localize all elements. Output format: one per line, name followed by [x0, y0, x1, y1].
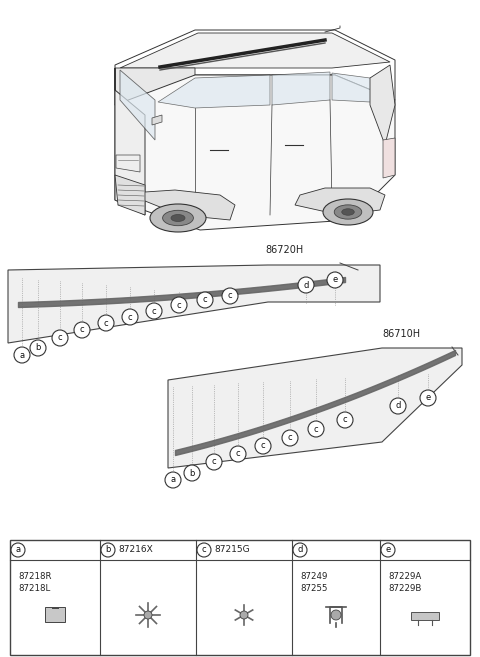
Polygon shape: [8, 265, 380, 343]
Polygon shape: [115, 68, 145, 215]
Text: c: c: [288, 434, 292, 443]
Text: c: c: [261, 442, 265, 451]
Text: b: b: [36, 344, 41, 353]
Circle shape: [144, 611, 152, 619]
Polygon shape: [152, 115, 162, 125]
Ellipse shape: [171, 214, 185, 221]
Text: c: c: [343, 415, 348, 424]
Polygon shape: [272, 72, 330, 105]
Circle shape: [255, 438, 271, 454]
Circle shape: [101, 543, 115, 557]
Text: c: c: [152, 307, 156, 315]
Text: c: c: [228, 292, 232, 300]
Polygon shape: [120, 70, 155, 140]
Circle shape: [222, 288, 238, 304]
Text: a: a: [19, 350, 24, 359]
Circle shape: [381, 543, 395, 557]
Text: c: c: [212, 457, 216, 466]
Text: e: e: [425, 394, 431, 403]
Polygon shape: [115, 75, 395, 230]
Text: 86720H: 86720H: [265, 245, 303, 255]
Circle shape: [122, 309, 138, 325]
Circle shape: [298, 277, 314, 293]
Circle shape: [11, 543, 25, 557]
Circle shape: [420, 390, 436, 406]
Circle shape: [165, 472, 181, 488]
Circle shape: [52, 330, 68, 346]
Polygon shape: [130, 190, 235, 220]
Polygon shape: [383, 138, 395, 178]
Circle shape: [282, 430, 298, 446]
FancyBboxPatch shape: [411, 612, 439, 620]
Circle shape: [327, 272, 343, 288]
Polygon shape: [332, 73, 385, 102]
Text: e: e: [332, 275, 337, 284]
Circle shape: [14, 347, 30, 363]
Circle shape: [206, 454, 222, 470]
Circle shape: [240, 611, 248, 619]
Circle shape: [308, 421, 324, 437]
Polygon shape: [115, 175, 145, 215]
Circle shape: [293, 543, 307, 557]
Text: a: a: [170, 476, 176, 484]
Text: e: e: [385, 545, 391, 555]
Text: c: c: [104, 319, 108, 327]
Text: c: c: [202, 545, 206, 555]
Circle shape: [197, 543, 211, 557]
Text: d: d: [303, 281, 309, 290]
Text: c: c: [314, 424, 318, 434]
Polygon shape: [295, 188, 385, 215]
Circle shape: [74, 322, 90, 338]
Text: 87216X: 87216X: [118, 545, 153, 555]
Circle shape: [197, 292, 213, 308]
Circle shape: [184, 465, 200, 481]
Polygon shape: [168, 348, 462, 468]
Ellipse shape: [150, 204, 206, 232]
Text: 87215G: 87215G: [214, 545, 250, 555]
Circle shape: [337, 412, 353, 428]
Text: c: c: [177, 300, 181, 309]
Text: c: c: [203, 296, 207, 304]
Text: a: a: [15, 545, 21, 555]
FancyBboxPatch shape: [10, 540, 470, 655]
Ellipse shape: [334, 205, 362, 219]
Text: c: c: [58, 334, 62, 342]
Polygon shape: [158, 75, 270, 108]
Ellipse shape: [163, 210, 193, 226]
Circle shape: [171, 297, 187, 313]
Text: 87218R
87218L: 87218R 87218L: [18, 572, 51, 593]
Text: c: c: [128, 313, 132, 321]
Text: b: b: [105, 545, 111, 555]
Circle shape: [390, 398, 406, 414]
Polygon shape: [370, 65, 395, 145]
Text: 87249
87255: 87249 87255: [300, 572, 327, 593]
Text: c: c: [80, 325, 84, 334]
Text: d: d: [297, 545, 303, 555]
Circle shape: [230, 446, 246, 462]
Text: b: b: [189, 468, 195, 478]
Text: 87229A
87229B: 87229A 87229B: [388, 572, 421, 593]
Polygon shape: [116, 155, 140, 172]
Text: 86710H: 86710H: [382, 329, 420, 339]
Circle shape: [30, 340, 46, 356]
Text: d: d: [396, 401, 401, 411]
FancyBboxPatch shape: [45, 607, 65, 622]
Ellipse shape: [342, 209, 354, 215]
Polygon shape: [115, 68, 195, 105]
Circle shape: [98, 315, 114, 331]
Ellipse shape: [323, 199, 373, 225]
Text: c: c: [236, 449, 240, 459]
Polygon shape: [120, 33, 390, 68]
Circle shape: [331, 610, 341, 620]
Circle shape: [146, 303, 162, 319]
